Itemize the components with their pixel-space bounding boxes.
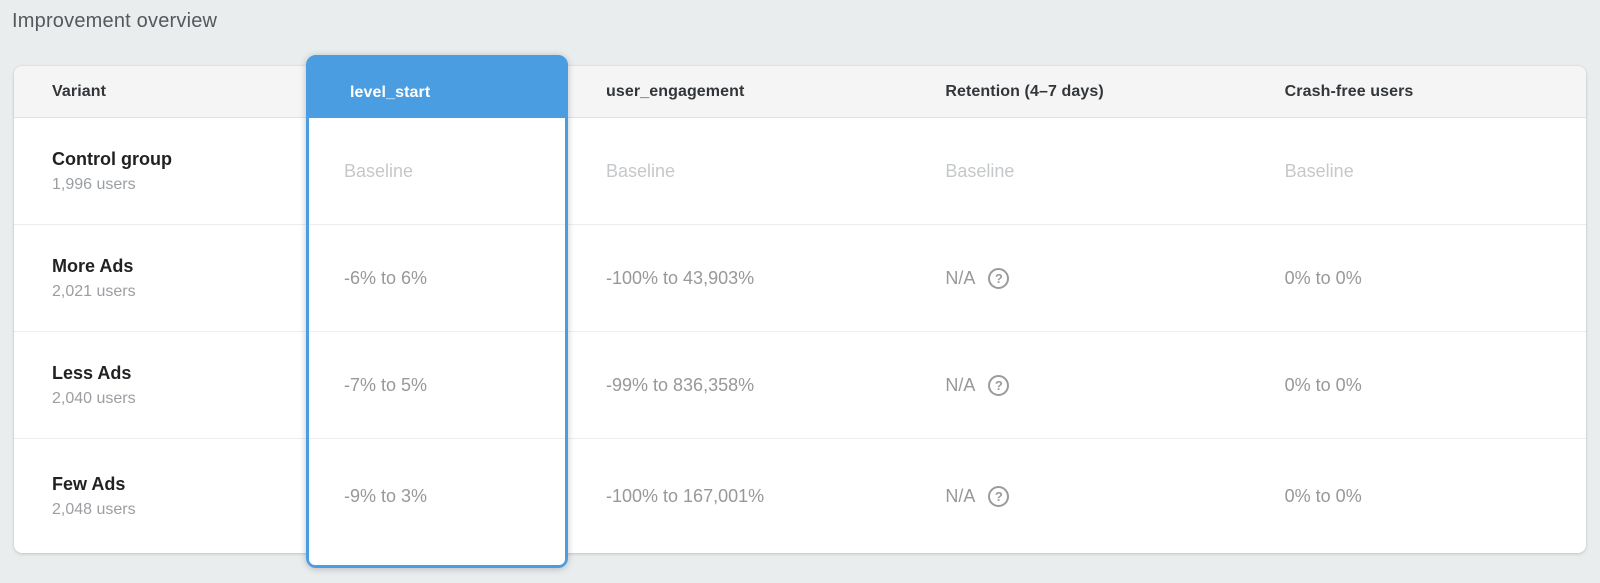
column-header-variant: Variant [52, 82, 107, 100]
table-row: Few Ads 2,048 users -9% to 3% -100% to 1… [14, 439, 1586, 553]
crash-free-value: 0% to 0% [1284, 267, 1362, 288]
retention-cell: Baseline ? [907, 161, 1246, 182]
help-icon[interactable]: ? [988, 374, 1010, 396]
variant-cell: Few Ads 2,048 users [14, 474, 306, 519]
user-engagement-value: -99% to 836,358% [606, 374, 755, 395]
level-start-value: -6% to 6% [344, 267, 428, 288]
crash-free-value: 0% to 0% [1284, 485, 1362, 506]
user-engagement-value: -100% to 167,001% [606, 485, 765, 506]
variant-user-count: 2,040 users [52, 389, 136, 407]
level-start-value: -9% to 3% [344, 485, 428, 506]
variant-user-count: 2,048 users [52, 500, 136, 518]
selected-column-label: level_start [350, 83, 431, 101]
column-header-user-engagement[interactable]: user_engagement [606, 82, 745, 100]
selected-column-header[interactable]: level_start [309, 58, 565, 118]
selected-column-card-bottom [309, 553, 565, 565]
improvement-overview-table: Variant user_engagement Retention (4–7 d… [14, 55, 1586, 568]
help-icon[interactable]: ? [988, 267, 1010, 289]
table-row: More Ads 2,021 users -6% to 6% -100% to … [14, 225, 1586, 332]
variant-cell: Less Ads 2,040 users [14, 363, 306, 408]
variant-name: Few Ads [52, 473, 126, 494]
user-engagement-value: Baseline [606, 160, 676, 181]
crash-free-value: 0% to 0% [1284, 374, 1362, 395]
variant-name: Less Ads [52, 362, 132, 383]
page-title: Improvement overview [12, 10, 218, 32]
help-icon[interactable]: ? [988, 485, 1010, 507]
variant-cell: Control group 1,996 users [14, 149, 306, 194]
variant-name: Control group [52, 148, 172, 169]
crash-free-value: Baseline [1284, 160, 1354, 181]
retention-cell: N/A ? [907, 267, 1246, 289]
level-start-value: -7% to 5% [344, 374, 428, 395]
retention-cell: N/A ? [907, 374, 1246, 396]
variant-user-count: 1,996 users [52, 175, 136, 193]
retention-value: N/A [945, 267, 976, 288]
retention-cell: N/A ? [907, 485, 1246, 507]
column-header-retention[interactable]: Retention (4–7 days) [945, 82, 1104, 100]
variant-user-count: 2,021 users [52, 282, 136, 300]
level-start-value: Baseline [344, 160, 414, 181]
variant-cell: More Ads 2,021 users [14, 256, 306, 301]
retention-value: N/A [945, 374, 976, 395]
retention-value: Baseline [945, 160, 1015, 181]
user-engagement-value: -100% to 43,903% [606, 267, 755, 288]
variant-name: More Ads [52, 255, 134, 276]
retention-value: N/A [945, 485, 976, 506]
table-row: Control group 1,996 users Baseline Basel… [14, 118, 1586, 225]
table-body: Control group 1,996 users Baseline Basel… [14, 118, 1586, 553]
column-header-crash-free-users[interactable]: Crash-free users [1284, 82, 1414, 100]
table-row: Less Ads 2,040 users -7% to 5% -99% to 8… [14, 332, 1586, 439]
table-header-row: Variant user_engagement Retention (4–7 d… [14, 66, 1586, 118]
